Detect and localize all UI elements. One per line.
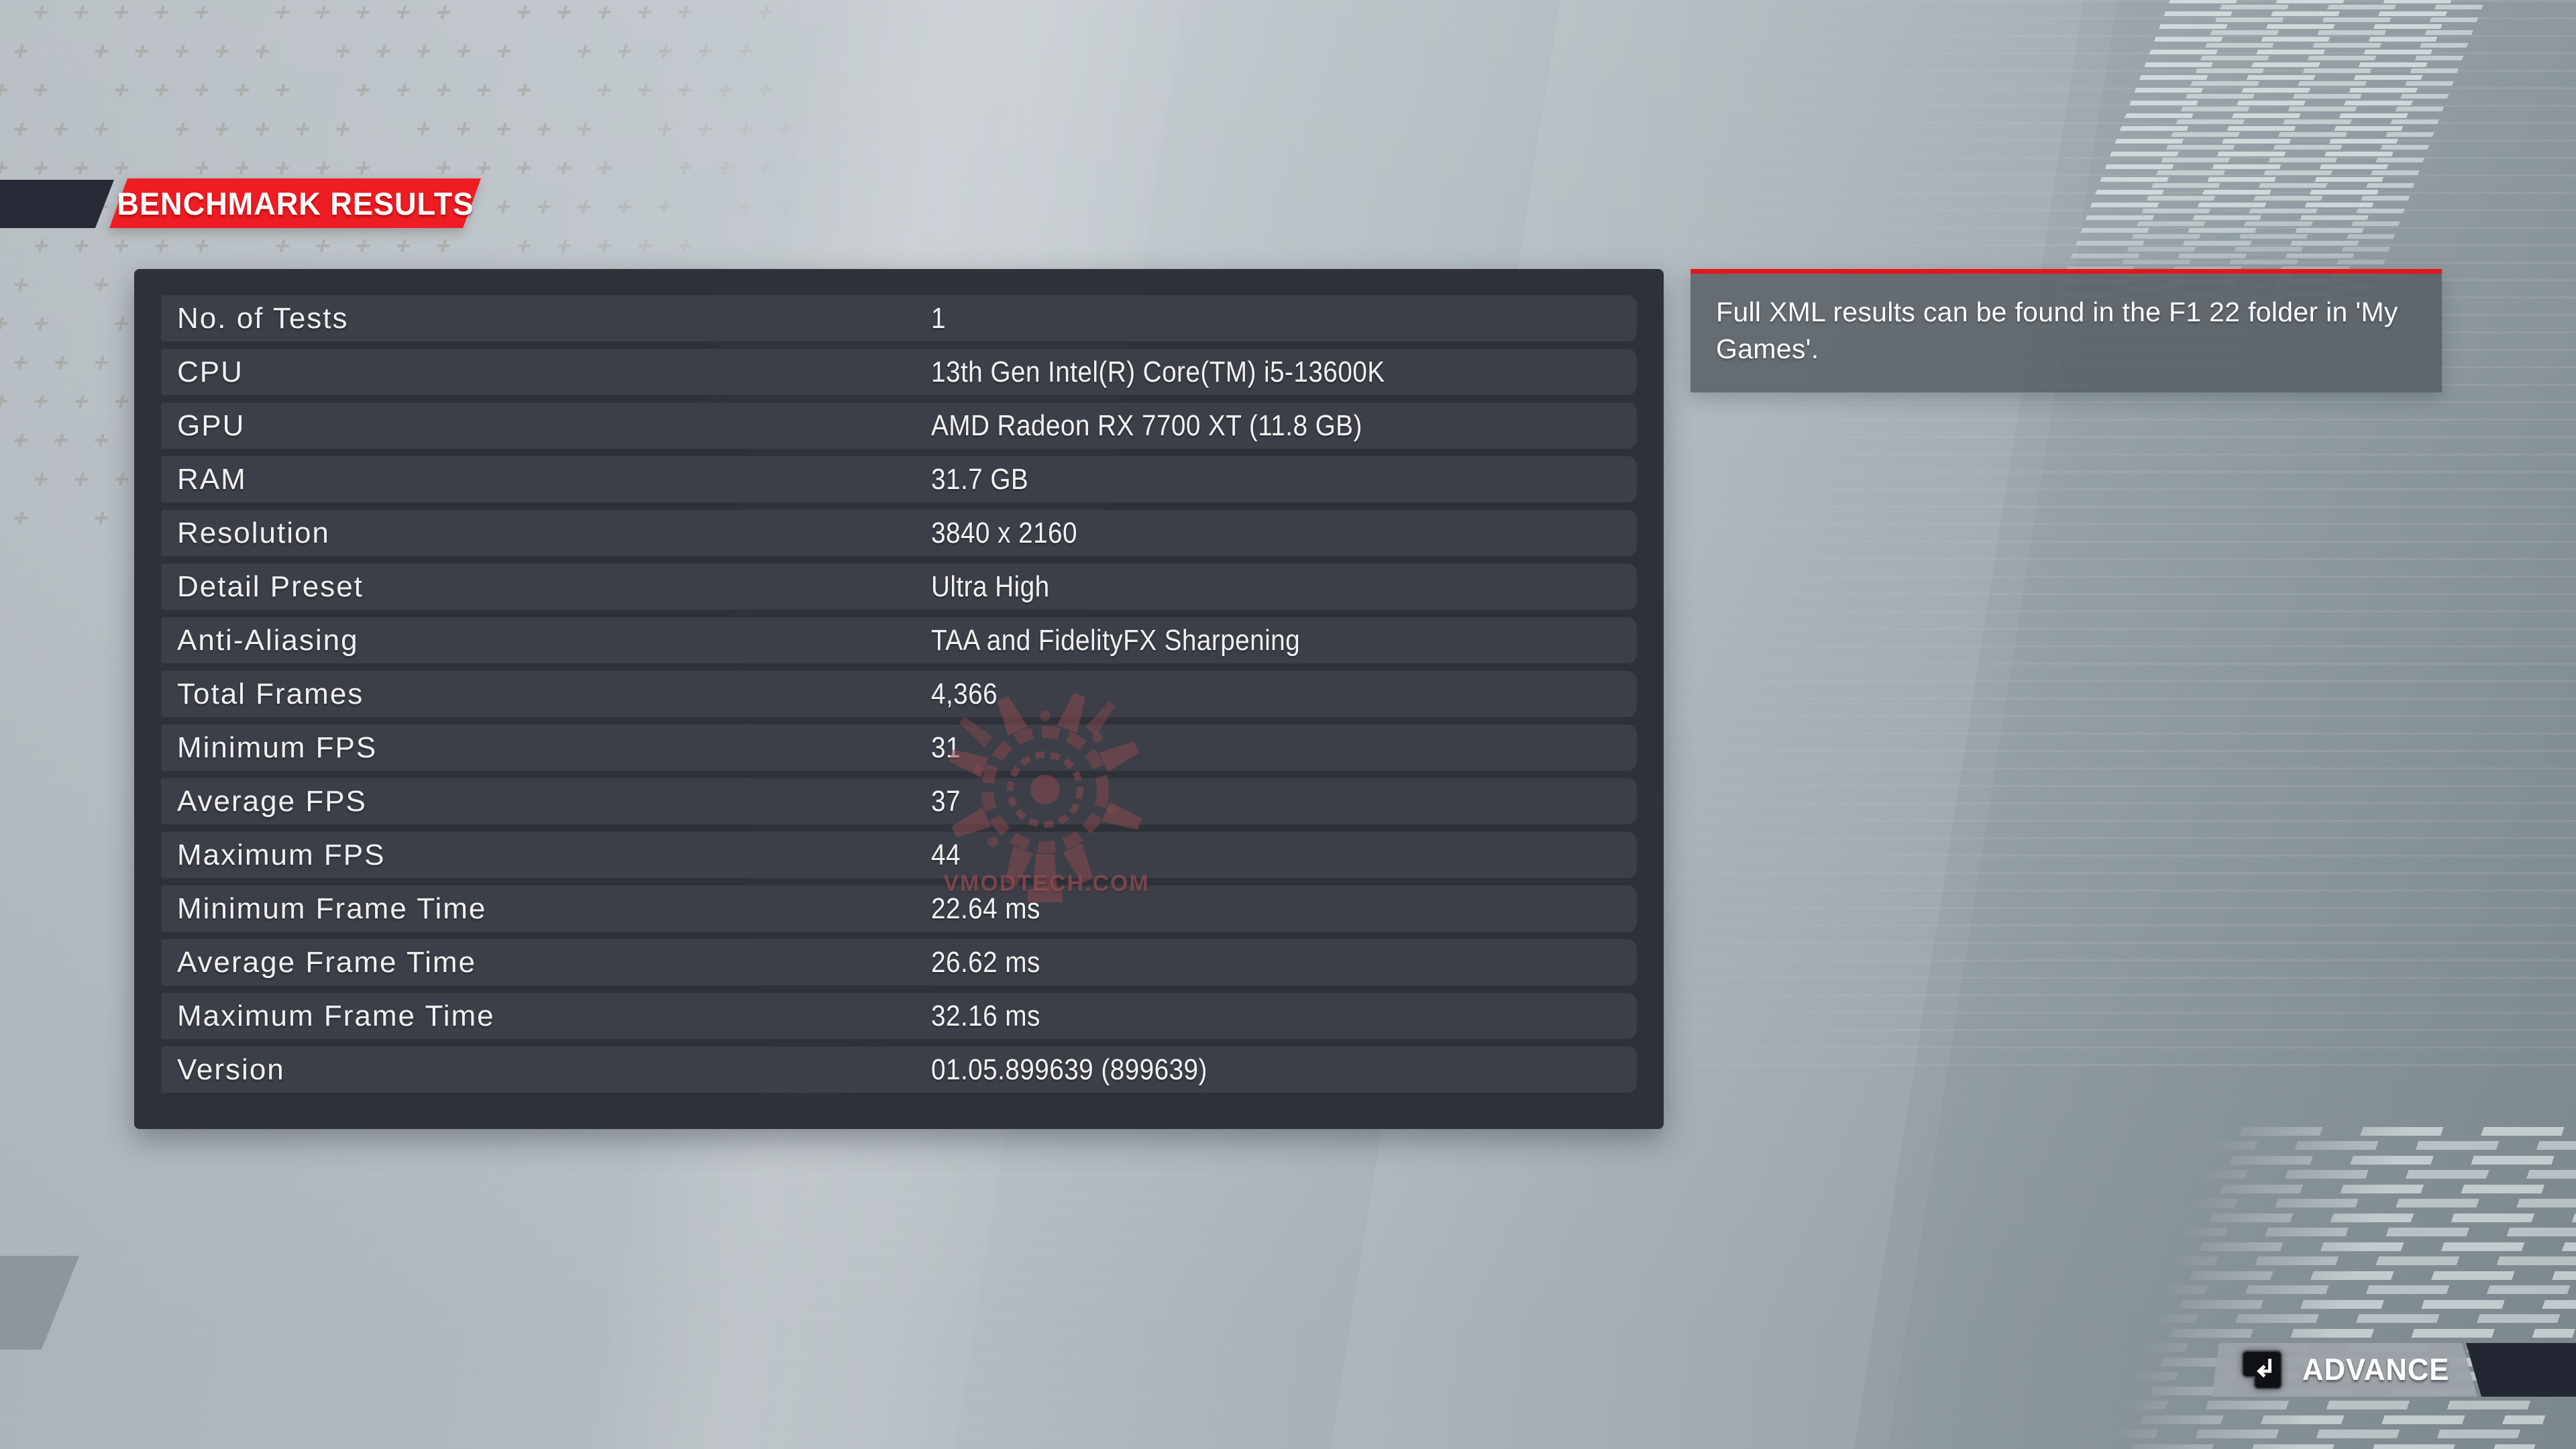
page-title: BENCHMARK RESULTS bbox=[117, 185, 474, 221]
benchmark-results-panel: No. of Tests 1 CPU 13th Gen Intel(R) Cor… bbox=[134, 269, 1664, 1129]
result-value: AMD Radeon RX 7700 XT (11.8 GB) bbox=[931, 409, 1362, 442]
result-value: 26.62 ms bbox=[931, 945, 1040, 979]
result-label: Average Frame Time bbox=[177, 945, 477, 979]
table-row: No. of Tests 1 bbox=[161, 295, 1637, 341]
table-row: RAM 31.7 GB bbox=[161, 456, 1637, 502]
result-value: Ultra High bbox=[931, 570, 1050, 603]
result-value: 32.16 ms bbox=[931, 999, 1040, 1032]
advance-button[interactable]: ADVANCE bbox=[2211, 1343, 2482, 1397]
result-label: RAM bbox=[177, 462, 247, 496]
table-row: CPU 13th Gen Intel(R) Core(TM) i5-13600K bbox=[161, 349, 1637, 395]
xml-results-info-box: Full XML results can be found in the F1 … bbox=[1690, 269, 2442, 393]
result-value: 31 bbox=[931, 731, 961, 764]
table-row: Total Frames 4,366 bbox=[161, 671, 1637, 717]
result-label: Minimum Frame Time bbox=[177, 892, 487, 925]
table-row: Resolution 3840 x 2160 bbox=[161, 510, 1637, 556]
xml-results-info-text: Full XML results can be found in the F1 … bbox=[1716, 297, 2398, 364]
result-label: Average FPS bbox=[177, 784, 367, 818]
table-row: GPU AMD Radeon RX 7700 XT (11.8 GB) bbox=[161, 402, 1637, 449]
table-row: Detail Preset Ultra High bbox=[161, 564, 1637, 610]
result-label: Resolution bbox=[177, 516, 330, 549]
result-value: 44 bbox=[931, 838, 961, 871]
result-value: 1 bbox=[931, 301, 946, 335]
enter-key-icon bbox=[2241, 1350, 2282, 1390]
result-value: 4,366 bbox=[931, 677, 998, 710]
table-row: Maximum Frame Time 32.16 ms bbox=[161, 993, 1637, 1039]
result-value: 31.7 GB bbox=[931, 462, 1029, 496]
result-label: Anti-Aliasing bbox=[177, 623, 359, 657]
table-row: Average Frame Time 26.62 ms bbox=[161, 939, 1637, 985]
table-row: Minimum Frame Time 22.64 ms bbox=[161, 885, 1637, 932]
result-value: 13th Gen Intel(R) Core(TM) i5-13600K bbox=[931, 355, 1385, 388]
footer-accent-shape bbox=[2466, 1343, 2576, 1397]
table-row: Version 01.05.899639 (899639) bbox=[161, 1046, 1637, 1093]
result-label: Maximum FPS bbox=[177, 838, 386, 871]
result-label: Version bbox=[177, 1053, 285, 1086]
result-value: 01.05.899639 (899639) bbox=[931, 1053, 1208, 1086]
table-row: Maximum FPS 44 bbox=[161, 832, 1637, 878]
result-value: 3840 x 2160 bbox=[931, 516, 1077, 549]
result-label: Total Frames bbox=[177, 677, 364, 710]
result-label: Detail Preset bbox=[177, 570, 364, 603]
result-label: GPU bbox=[177, 409, 246, 442]
background-streak-texture bbox=[1576, 0, 2576, 1073]
table-row: Minimum FPS 31 bbox=[161, 724, 1637, 771]
result-label: Maximum Frame Time bbox=[177, 999, 495, 1032]
result-value: 22.64 ms bbox=[931, 892, 1040, 925]
background-streak-texture bbox=[402, 1174, 1208, 1449]
result-value: 37 bbox=[931, 784, 961, 818]
result-value: TAA and FidelityFX Sharpening bbox=[931, 623, 1301, 657]
page-title-banner: BENCHMARK RESULTS bbox=[109, 178, 481, 228]
advance-button-label: ADVANCE bbox=[2302, 1352, 2450, 1387]
table-row: Anti-Aliasing TAA and FidelityFX Sharpen… bbox=[161, 617, 1637, 663]
table-row: Average FPS 37 bbox=[161, 778, 1637, 824]
result-label: No. of Tests bbox=[177, 301, 349, 335]
result-label: CPU bbox=[177, 355, 244, 388]
result-label: Minimum FPS bbox=[177, 731, 378, 764]
banner-accent-shape bbox=[0, 180, 114, 228]
